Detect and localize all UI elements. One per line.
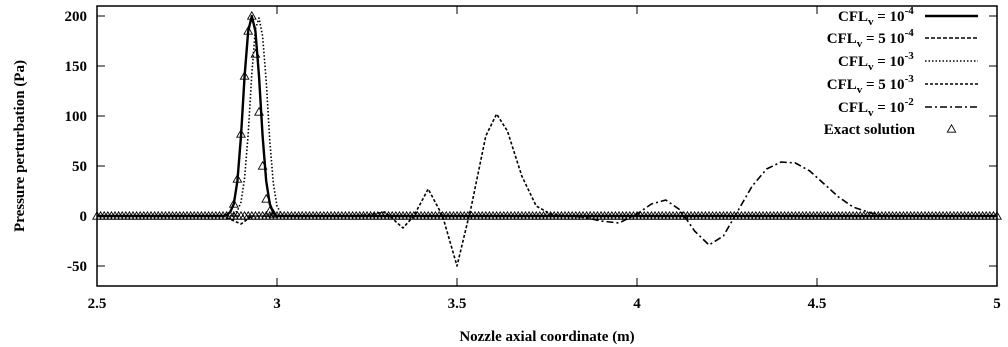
legend: CFLv = 10-4 CFLv = 5 10-4 CFLv = 10-3 CF… <box>824 5 978 138</box>
exact-solution-point <box>254 106 264 116</box>
legend-label: CFLv = 10-2 <box>838 96 915 119</box>
x-tick-label: 3 <box>273 296 281 312</box>
x-axis-label: Nozzle axial coordinate (m) <box>459 329 634 345</box>
exact-solution-point <box>257 160 268 170</box>
exact-solution-point <box>246 10 257 20</box>
series-triangles <box>92 10 1002 220</box>
exact-solution-point <box>268 208 279 218</box>
exact-solution-point <box>239 70 250 80</box>
y-axis-label: Pressure perturbation (Pa) <box>12 60 28 232</box>
plot-frame <box>96 5 998 287</box>
data-layer <box>92 10 1002 267</box>
x-tick-label: 5 <box>993 296 1001 312</box>
legend-entry: CFLv = 10-3 <box>838 50 978 73</box>
y-tick-label: 200 <box>65 9 88 25</box>
y-tick-label: -50 <box>67 259 87 275</box>
legend-entry: CFLv = 10-2 <box>838 96 978 119</box>
series-line <box>97 113 997 267</box>
axis-ticks: 2.5 3 3.5 4 4.5 5 -50 0 50 100 150 200 <box>65 6 1001 312</box>
y-tick-label: 0 <box>80 209 88 225</box>
x-tick-label: 4.5 <box>808 296 827 312</box>
legend-label: CFLv = 10-3 <box>838 50 915 73</box>
series-line <box>97 161 997 246</box>
series-fine-dashed <box>97 113 997 267</box>
legend-label: CFLv = 10-4 <box>838 5 915 28</box>
series-dash-dot <box>97 161 997 246</box>
exact-solution-point <box>261 193 272 203</box>
y-tick-label: 100 <box>65 109 88 125</box>
legend-label: CFLv = 5 10-4 <box>827 27 915 50</box>
legend-entry: CFLv = 5 10-4 <box>827 27 978 50</box>
legend-label: CFLv = 5 10-3 <box>827 73 915 96</box>
exact-solution-point <box>232 173 243 183</box>
legend-symbol <box>946 123 957 133</box>
series-dotted <box>97 17 997 217</box>
x-tick-label: 4 <box>633 296 641 312</box>
legend-entry: CFLv = 10-4 <box>838 5 978 28</box>
x-tick-label: 2.5 <box>88 296 107 312</box>
legend-label: Exact solution <box>824 122 916 138</box>
y-tick-label: 150 <box>65 59 88 75</box>
exact-solution-point <box>236 128 246 138</box>
exact-solution-point <box>243 25 254 35</box>
x-tick-label: 3.5 <box>448 296 467 312</box>
y-tick-label: 50 <box>72 159 87 175</box>
legend-entry: CFLv = 5 10-3 <box>827 73 978 96</box>
exact-solution-point <box>250 48 261 58</box>
series-line <box>97 17 997 217</box>
legend-entry: Exact solution <box>824 122 957 138</box>
exact-solution-point <box>264 205 275 215</box>
exact-solution-point <box>228 198 239 208</box>
